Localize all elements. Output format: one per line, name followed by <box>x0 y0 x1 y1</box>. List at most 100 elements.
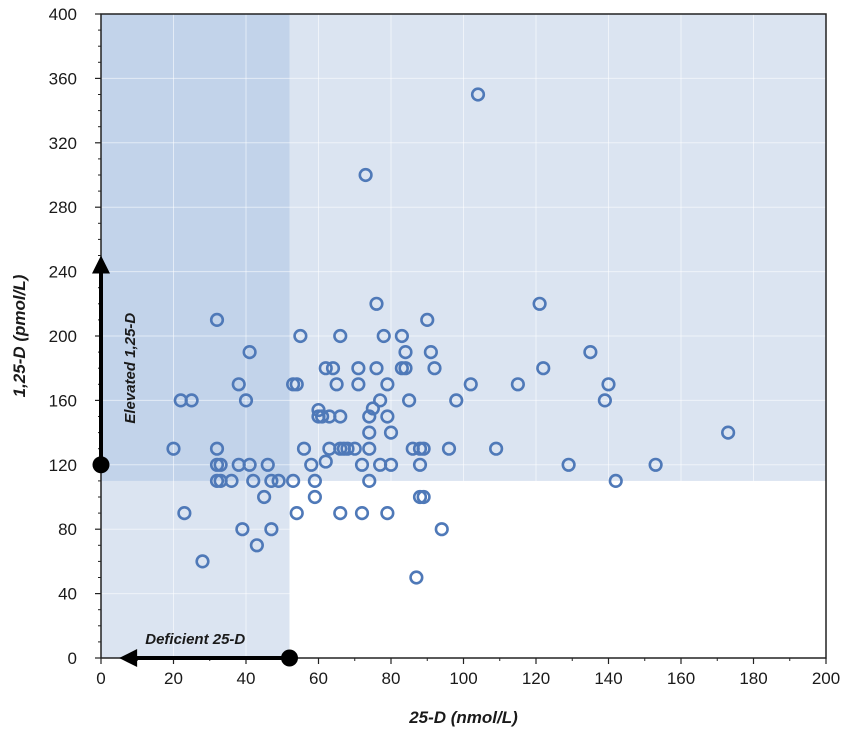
data-point <box>271 473 286 489</box>
data-point <box>325 361 341 376</box>
data-point <box>423 345 438 360</box>
data-point <box>318 454 333 469</box>
elevated-annotation: Elevated 1,25-D <box>122 313 139 424</box>
data-point <box>333 409 348 424</box>
y-tick-label: 40 <box>58 585 77 604</box>
data-point <box>231 377 246 392</box>
data-point <box>536 361 551 376</box>
data-point <box>358 167 373 183</box>
data-point <box>260 457 275 472</box>
x-tick-label: 60 <box>309 669 328 688</box>
y-tick-label: 320 <box>49 134 77 153</box>
data-point <box>354 505 370 521</box>
data-point <box>340 441 355 456</box>
data-point <box>307 489 322 505</box>
data-point <box>209 312 225 328</box>
data-point <box>532 296 547 311</box>
data-point <box>362 425 377 440</box>
data-point <box>441 441 457 456</box>
x-tick-label: 100 <box>449 669 477 688</box>
data-point <box>289 377 304 392</box>
y-tick-label: 80 <box>58 520 77 539</box>
data-point <box>296 441 312 456</box>
data-point <box>362 441 377 456</box>
data-point <box>213 457 228 472</box>
x-tick-label: 0 <box>96 669 105 688</box>
data-point <box>307 473 322 489</box>
data-point <box>369 361 384 376</box>
data-point <box>416 441 431 456</box>
data-point <box>257 489 272 505</box>
data-point <box>402 393 417 408</box>
data-point <box>289 505 304 521</box>
data-point <box>383 425 399 440</box>
deficient-arrowhead <box>119 649 138 667</box>
x-tick-label: 180 <box>739 669 767 688</box>
data-point <box>489 441 504 456</box>
data-point <box>209 441 225 456</box>
data-points <box>166 87 736 585</box>
elevated-arrowhead <box>92 255 110 274</box>
grid-lines <box>101 14 826 658</box>
annotation-arrows <box>92 255 298 667</box>
data-point <box>420 312 435 328</box>
data-point <box>166 441 181 456</box>
data-point <box>242 457 257 472</box>
data-point <box>318 361 333 376</box>
data-point <box>583 345 598 360</box>
x-tick-label: 120 <box>522 669 550 688</box>
data-point <box>184 393 199 408</box>
data-point <box>398 361 413 376</box>
y-tick-label: 400 <box>49 5 77 24</box>
elevated-arrow-dot <box>92 456 110 474</box>
data-point <box>648 457 663 472</box>
data-point <box>380 505 395 521</box>
data-point <box>249 538 264 553</box>
data-point <box>380 409 395 424</box>
y-tick-label: 240 <box>49 263 77 282</box>
y-tick-label: 200 <box>49 327 77 346</box>
data-point <box>224 473 239 489</box>
data-point <box>333 328 348 344</box>
data-point <box>449 393 464 408</box>
data-point <box>177 505 192 521</box>
data-point <box>383 457 399 472</box>
y-axis-title: 1,25-D (pmol/L) <box>10 274 29 397</box>
data-point <box>470 87 486 102</box>
data-point <box>561 457 576 472</box>
deficient-arrow-dot <box>281 649 298 667</box>
data-point <box>365 401 380 416</box>
data-point <box>329 377 344 392</box>
x-tick-label: 200 <box>812 669 840 688</box>
data-point <box>264 522 279 537</box>
data-point <box>601 377 616 392</box>
data-point <box>416 489 431 505</box>
x-tick-label: 160 <box>667 669 695 688</box>
data-point <box>354 457 370 472</box>
y-tick-label: 160 <box>49 391 77 410</box>
data-point <box>264 473 279 489</box>
data-point <box>333 505 348 521</box>
y-tick-label: 280 <box>49 198 77 217</box>
data-point <box>362 409 377 424</box>
data-point <box>721 425 736 440</box>
x-axis-title: 25-D (nmol/L) <box>408 708 518 727</box>
data-point <box>293 328 308 344</box>
data-point <box>608 473 623 489</box>
data-point <box>315 409 330 424</box>
data-point <box>463 377 478 392</box>
data-point <box>434 522 449 537</box>
data-point <box>351 377 366 392</box>
data-point <box>376 328 391 344</box>
data-point <box>286 473 301 489</box>
data-point <box>427 361 442 376</box>
data-point <box>351 361 366 376</box>
data-point <box>398 345 413 360</box>
x-tick-label: 40 <box>237 669 256 688</box>
data-point <box>380 377 395 392</box>
data-point <box>412 457 428 472</box>
data-point <box>242 345 257 360</box>
data-point <box>362 473 377 489</box>
data-point <box>510 377 525 392</box>
data-point <box>347 441 362 456</box>
